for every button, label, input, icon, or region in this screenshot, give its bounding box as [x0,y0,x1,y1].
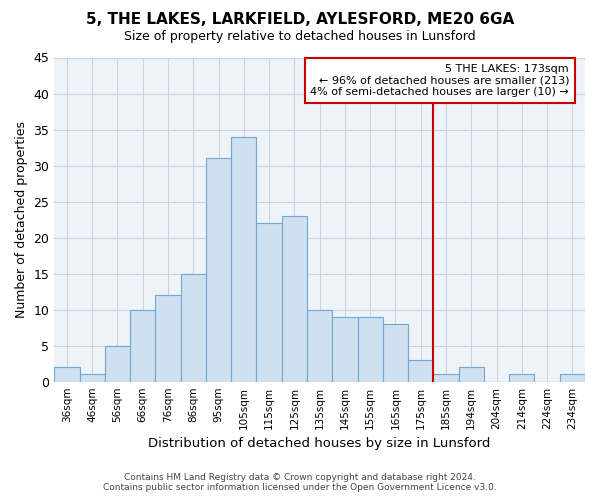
Bar [509,374,535,382]
Bar [433,374,458,382]
Bar [54,368,80,382]
Bar [206,158,231,382]
Text: Size of property relative to detached houses in Lunsford: Size of property relative to detached ho… [124,30,476,43]
Bar [408,360,433,382]
Y-axis label: Number of detached properties: Number of detached properties [15,121,28,318]
Bar [105,346,130,382]
Bar [560,374,585,382]
Bar [282,216,307,382]
Bar [332,317,358,382]
Text: 5 THE LAKES: 173sqm
← 96% of detached houses are smaller (213)
4% of semi-detach: 5 THE LAKES: 173sqm ← 96% of detached ho… [310,64,569,97]
Bar [130,310,155,382]
Bar [458,368,484,382]
Bar [231,136,256,382]
Bar [256,223,282,382]
X-axis label: Distribution of detached houses by size in Lunsford: Distribution of detached houses by size … [148,437,491,450]
Bar [307,310,332,382]
Bar [155,295,181,382]
Bar [358,317,383,382]
Bar [80,374,105,382]
Text: Contains HM Land Registry data © Crown copyright and database right 2024.
Contai: Contains HM Land Registry data © Crown c… [103,473,497,492]
Text: 5, THE LAKES, LARKFIELD, AYLESFORD, ME20 6GA: 5, THE LAKES, LARKFIELD, AYLESFORD, ME20… [86,12,514,28]
Bar [383,324,408,382]
Bar [181,274,206,382]
